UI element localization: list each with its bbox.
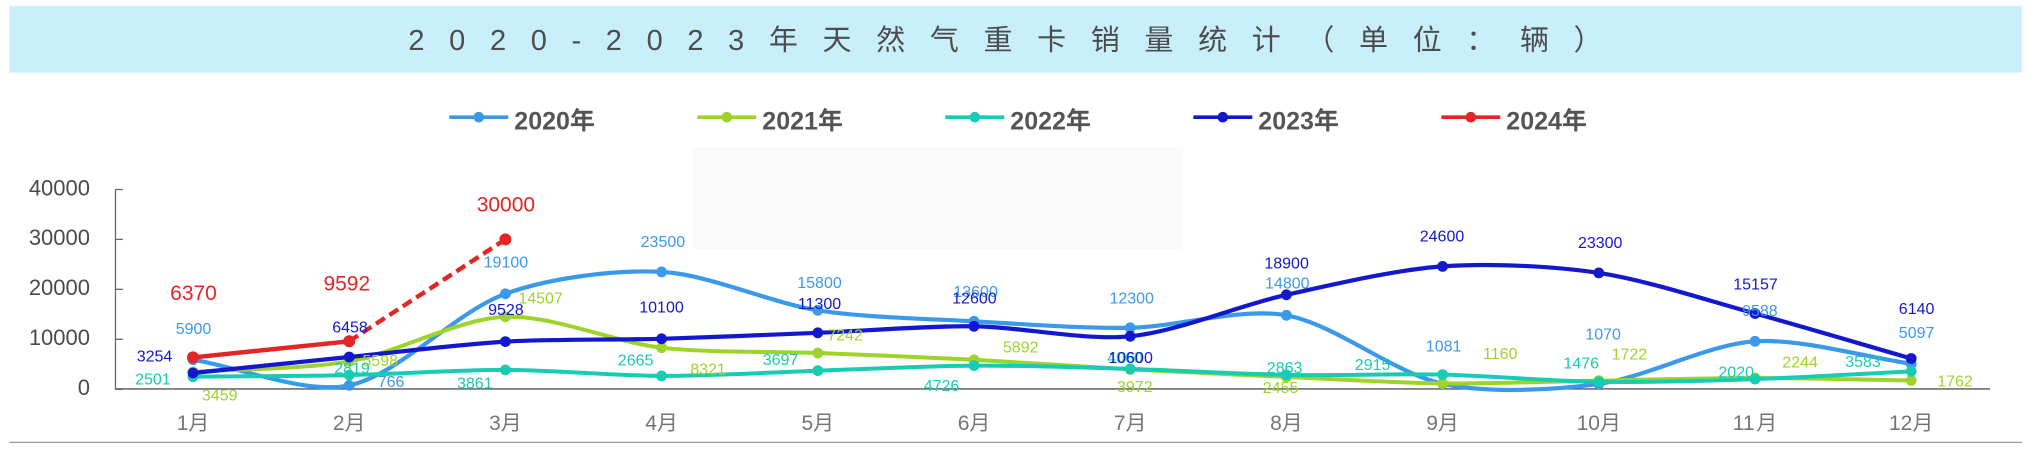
svg-text:15800: 15800 [797,275,842,292]
svg-text:3254: 3254 [137,348,173,365]
svg-text:5097: 5097 [1899,325,1935,342]
svg-text:2020-2023: 2020-2023 [408,25,769,57]
svg-text:20000: 20000 [29,275,90,300]
svg-text:15157: 15157 [1733,276,1778,293]
svg-text:8321: 8321 [690,361,726,378]
svg-text:1722: 1722 [1612,347,1648,364]
svg-text:18900: 18900 [1264,256,1309,273]
svg-text:2021: 2021 [762,107,818,135]
svg-text:0: 0 [78,375,90,400]
svg-text:12300: 12300 [1109,291,1154,308]
svg-text:1070: 1070 [1585,326,1621,343]
svg-text:10000: 10000 [29,325,90,350]
svg-text:23300: 23300 [1578,235,1623,252]
svg-text:3972: 3972 [1117,379,1153,396]
svg-text:2023: 2023 [1258,107,1314,135]
svg-text:9592: 9592 [323,272,370,295]
svg-text:24600: 24600 [1420,228,1465,245]
svg-text:30000: 30000 [477,193,535,216]
svg-text:12: 12 [1889,412,1912,435]
svg-text:3459: 3459 [202,388,238,405]
svg-text:3697: 3697 [763,352,799,369]
svg-text:6: 6 [958,412,970,435]
svg-text:6140: 6140 [1899,301,1935,318]
svg-text:2501: 2501 [135,371,171,388]
svg-text:5900: 5900 [176,321,212,338]
svg-text:7242: 7242 [827,328,863,345]
svg-text:5598: 5598 [362,353,398,370]
svg-text:11300: 11300 [798,296,841,313]
svg-text:9588: 9588 [1742,303,1778,320]
svg-text:2819: 2819 [334,361,370,378]
svg-text:2020: 2020 [1718,364,1754,381]
svg-text:1476: 1476 [1563,356,1599,373]
svg-text:6370: 6370 [170,282,217,305]
svg-text:5892: 5892 [1003,339,1039,356]
svg-text:8: 8 [1270,412,1282,435]
svg-text:766: 766 [378,374,405,391]
svg-text:2022: 2022 [1010,107,1066,135]
svg-text:12600: 12600 [952,291,997,308]
svg-text:2665: 2665 [618,352,654,369]
svg-text:3: 3 [489,412,501,435]
svg-text:7: 7 [1114,412,1126,435]
svg-text:1: 1 [177,412,189,435]
svg-text:2024: 2024 [1506,107,1562,135]
svg-text:23500: 23500 [641,234,686,251]
svg-text:1160: 1160 [1483,346,1518,363]
svg-text:14800: 14800 [1265,276,1310,293]
svg-text:14507: 14507 [518,291,563,308]
svg-text:2863: 2863 [1267,360,1303,377]
svg-text:9528: 9528 [488,302,524,319]
svg-text:40000: 40000 [29,175,90,200]
svg-text:10600: 10600 [1108,350,1153,367]
svg-text:1762: 1762 [1937,373,1973,390]
svg-text:11: 11 [1733,412,1755,435]
svg-text:2455: 2455 [1263,380,1299,397]
svg-text:19100: 19100 [484,254,529,271]
svg-text:10: 10 [1577,412,1600,435]
svg-text:2244: 2244 [1782,354,1818,371]
svg-text:1081: 1081 [1426,339,1462,356]
svg-text:4060: 4060 [1107,350,1143,367]
svg-text:6458: 6458 [332,319,368,336]
svg-text:3861: 3861 [457,375,493,392]
svg-text:9: 9 [1426,412,1438,435]
svg-text:2: 2 [333,412,345,435]
svg-text:2020: 2020 [514,107,570,135]
svg-text:13600: 13600 [953,284,998,301]
svg-text:2915: 2915 [1355,357,1391,374]
svg-text:4: 4 [645,412,657,435]
svg-text:30000: 30000 [29,225,90,250]
svg-text:4726: 4726 [924,378,960,395]
svg-text:3583: 3583 [1845,354,1881,371]
svg-text:5: 5 [802,412,814,435]
svg-text:10100: 10100 [639,299,684,316]
